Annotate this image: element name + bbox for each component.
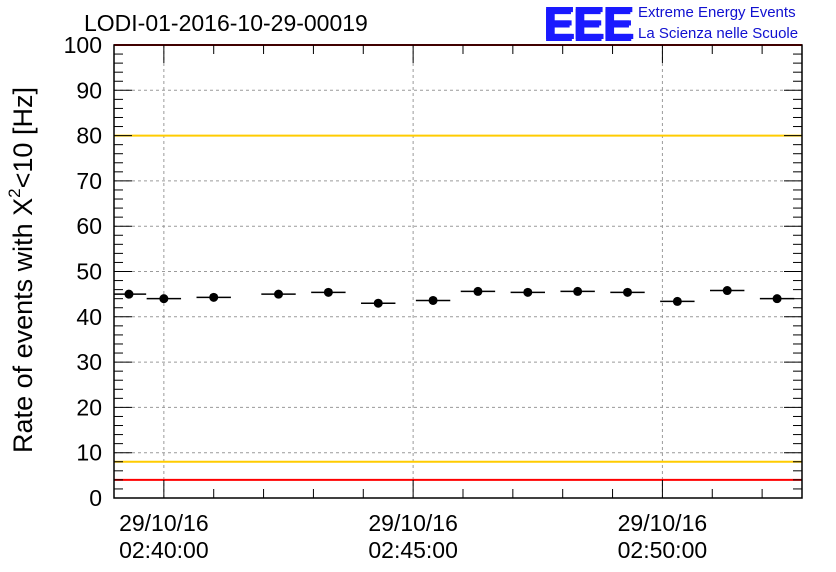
logo-line-1: Extreme Energy Events	[638, 4, 796, 21]
data-points	[114, 286, 795, 308]
data-point	[573, 286, 583, 296]
data-point	[523, 287, 533, 297]
y-axis-label-main: Rate of events with X	[8, 198, 38, 453]
y-tick-label: 30	[76, 349, 102, 375]
tick-labels: 010203040506070809010029/10/1602:40:0029…	[64, 32, 708, 563]
data-point	[124, 289, 134, 299]
x-tick-label-time: 02:40:00	[119, 537, 209, 563]
axis-ticks	[113, 44, 802, 499]
x-tick-label-date: 29/10/16	[119, 510, 209, 536]
y-tick-label: 70	[76, 168, 102, 194]
logo-line-2: La Scienza nelle Scuole	[638, 25, 799, 42]
data-point	[623, 287, 633, 297]
y-tick-label: 0	[89, 485, 102, 511]
y-tick-label: 80	[76, 123, 102, 149]
y-tick-label: 10	[76, 440, 102, 466]
data-point	[772, 294, 782, 304]
x-tick-label-time: 02:45:00	[368, 537, 458, 563]
chart-title: LODI-01-2016-10-29-00019	[84, 10, 368, 36]
data-point	[722, 286, 732, 296]
data-point	[473, 286, 483, 296]
y-tick-label: 90	[76, 77, 102, 103]
data-point	[209, 292, 219, 302]
data-point	[274, 289, 284, 299]
x-tick-label-date: 29/10/16	[618, 510, 708, 536]
y-tick-label: 40	[76, 304, 102, 330]
eee-logo-mark: EEE	[543, 0, 633, 49]
y-tick-label: 50	[76, 259, 102, 285]
data-point	[672, 296, 682, 306]
data-point	[373, 298, 383, 308]
grid-lines	[114, 45, 802, 498]
y-axis-label-sup: 2	[5, 188, 24, 197]
x-tick-label-date: 29/10/16	[368, 510, 458, 536]
y-axis-label: Rate of events with X2<10 [Hz]	[5, 87, 38, 453]
data-point	[428, 295, 438, 305]
y-tick-label: 60	[76, 213, 102, 239]
y-tick-label: 20	[76, 394, 102, 420]
data-point	[159, 294, 169, 304]
reference-lines	[114, 44, 802, 481]
y-tick-label: 100	[64, 32, 102, 58]
y-axis-label-tail: <10 [Hz]	[8, 87, 38, 188]
x-tick-label-time: 02:50:00	[618, 537, 708, 563]
data-point	[323, 287, 333, 297]
